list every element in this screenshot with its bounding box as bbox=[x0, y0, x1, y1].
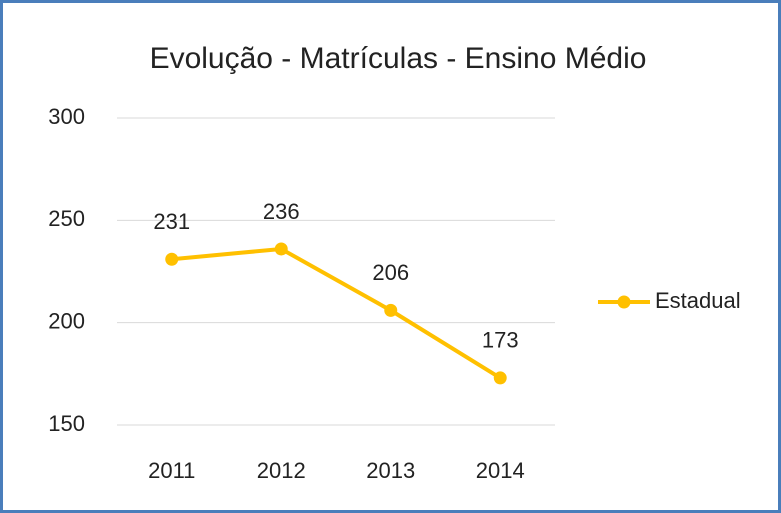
y-tick-label: 250 bbox=[48, 206, 85, 231]
x-tick-label: 2013 bbox=[366, 458, 415, 483]
data-label: 173 bbox=[482, 328, 519, 353]
data-point bbox=[493, 371, 507, 385]
series-line bbox=[171, 246, 502, 380]
x-tick-label: 2011 bbox=[148, 458, 195, 483]
data-point bbox=[165, 252, 179, 266]
chart-title: Evolução - Matrículas - Ensino Médio bbox=[150, 42, 647, 75]
data-point bbox=[274, 242, 288, 256]
data-point bbox=[384, 303, 398, 317]
y-tick-label: 200 bbox=[48, 308, 85, 333]
legend-label: Estadual bbox=[655, 288, 741, 313]
data-label: 206 bbox=[372, 260, 409, 285]
y-tick-label: 150 bbox=[48, 411, 85, 436]
legend-marker bbox=[617, 295, 631, 309]
x-tick-label: 2012 bbox=[257, 458, 306, 483]
data-label: 231 bbox=[153, 209, 190, 234]
data-label: 236 bbox=[263, 199, 300, 224]
x-tick-label: 2014 bbox=[476, 458, 525, 483]
y-tick-label: 300 bbox=[48, 104, 85, 129]
